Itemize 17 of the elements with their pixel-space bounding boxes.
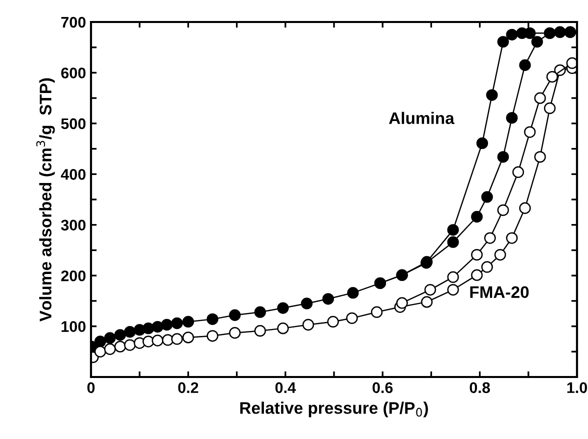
y-tick-label: 700 xyxy=(61,16,86,28)
y-tick-label: 300 xyxy=(61,220,86,231)
y-axis-title: Volume adsorbed (cm$^{3}$/g STP) xyxy=(36,78,55,322)
y-tick-label: 400 xyxy=(60,169,86,180)
x-tick-label: 0 xyxy=(87,382,95,394)
y-tick-label: 100 xyxy=(62,321,86,332)
y-tick-label: 500 xyxy=(61,118,86,130)
x-tick-label: 0.4 xyxy=(275,382,296,394)
x-tick-label: 1.0 xyxy=(567,382,587,394)
x-axis-title: Relative pressure (P/P$_{0}$) xyxy=(240,402,428,418)
y-tick-label: 600 xyxy=(61,68,86,78)
annotation: FMA-20 xyxy=(470,286,529,298)
annotation: Alumina xyxy=(389,112,454,124)
y-tick-label: 200 xyxy=(61,270,86,282)
x-tick-label: 0.8 xyxy=(470,382,490,394)
x-tick-label: 0.2 xyxy=(178,382,198,394)
x-tick-label: 0.6 xyxy=(372,382,393,394)
